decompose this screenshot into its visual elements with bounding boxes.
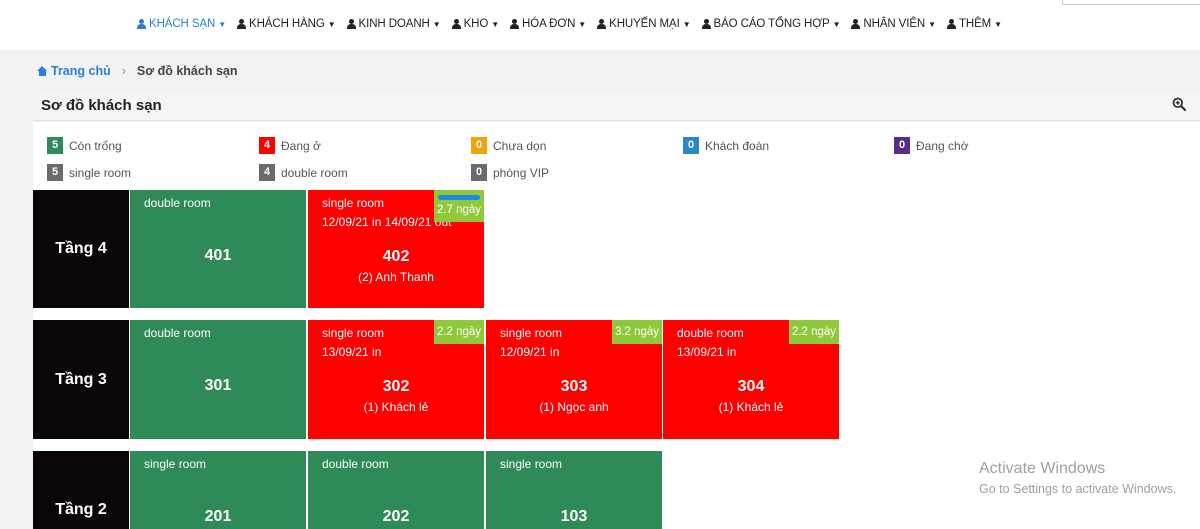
nav-item-khach-hang[interactable]: KHÁCH HÀNG ▼ — [237, 18, 336, 30]
legend-count: 4 — [259, 137, 275, 154]
room-card[interactable]: double room 301 — [130, 320, 306, 439]
room-number: 201 — [204, 508, 232, 525]
room-card[interactable]: double room 13/09/21 in 304 (1) Khách lẻ… — [663, 320, 839, 439]
room-type: double room — [677, 326, 744, 340]
top-navbar: KHÁCH SẠN ▼ KHÁCH HÀNG ▼ KINH DOANH ▼ KHO ▼ … — [0, 0, 1200, 50]
stay-duration-badge: 3.2 ngày — [612, 320, 662, 344]
legend-count: 4 — [259, 164, 275, 181]
stay-duration-badge: 2.2 ngày — [434, 320, 484, 344]
chevron-down-icon: ▼ — [432, 19, 441, 29]
chevron-down-icon: ▼ — [327, 19, 336, 29]
user-icon — [946, 19, 956, 29]
top-right-dropdown — [1062, 0, 1200, 5]
room-card[interactable]: single room 103 — [486, 451, 662, 529]
legend-vacant[interactable]: 5 Còn trống — [47, 137, 122, 154]
legend-not-cleaned[interactable]: 0 Chưa dọn — [471, 137, 546, 154]
room-card[interactable]: double room 401 — [130, 190, 306, 308]
room-number: 303 — [560, 378, 588, 395]
legend-double-room[interactable]: 4 double room — [259, 164, 348, 181]
user-icon — [701, 19, 711, 29]
chevron-down-icon: ▼ — [994, 19, 1002, 29]
room-card[interactable]: double room 202 — [308, 451, 484, 529]
room-card[interactable]: single room 13/09/21 in 302 (1) Khách lẻ… — [308, 320, 484, 439]
nav-item-khuyen-mai[interactable]: KHUYẾN MẠI ▼ — [597, 18, 691, 30]
room-dates: 12/09/21 in — [500, 345, 560, 359]
room-dates: 13/09/21 in — [677, 345, 737, 359]
nav-item-them[interactable]: THÊM ▼ — [946, 18, 1002, 30]
room-type: single room — [322, 196, 385, 210]
legend-count: 5 — [47, 137, 63, 154]
room-dates: 12/09/21 in 14/09/21 out — [322, 215, 452, 229]
user-icon — [237, 19, 247, 29]
nav-item-kho[interactable]: KHO ▼ — [451, 18, 500, 30]
chevron-down-icon: ▼ — [832, 19, 841, 29]
stay-duration-badge: 2.2 ngày — [789, 320, 839, 344]
panel-header: Sơ đồ khách sạn — [33, 91, 1200, 121]
room-type: single room — [500, 326, 563, 340]
room-type: double room — [322, 457, 389, 471]
user-icon — [597, 19, 607, 29]
breadcrumb-current: Sơ đồ khách sạn — [136, 64, 238, 78]
chevron-down-icon: ▼ — [928, 19, 936, 29]
nav-item-hoa-don[interactable]: HÓA ĐƠN ▼ — [510, 18, 586, 30]
legend-count: 0 — [471, 164, 487, 181]
nav-item-nhan-vien[interactable]: NHÂN VIÊN ▼ — [851, 18, 936, 30]
room-card[interactable]: single room 201 — [130, 451, 306, 529]
stay-progress-bar — [438, 195, 480, 200]
chevron-down-icon: ▼ — [218, 19, 227, 29]
legend-occupied[interactable]: 4 Đang ở — [259, 137, 321, 154]
stay-duration-badge: 2.7 ngày — [434, 190, 484, 222]
room-number: 302 — [382, 378, 410, 395]
room-number: 301 — [204, 377, 232, 394]
room-guest: (2) Anh Thanh — [358, 270, 434, 284]
user-icon — [346, 19, 356, 29]
main-menu: KHÁCH SẠN ▼ KHÁCH HÀNG ▼ KINH DOANH ▼ KHO ▼ … — [137, 18, 1013, 30]
legend-waiting[interactable]: 0 Đang chờ — [894, 137, 969, 154]
legend-count: 0 — [471, 137, 487, 154]
chevron-down-icon: ▼ — [491, 19, 500, 29]
user-icon — [137, 19, 146, 29]
floor-label: Tầng 4 — [33, 190, 129, 308]
activate-windows-watermark: Activate Windows Go to Settings to activ… — [979, 460, 1177, 496]
chevron-down-icon: ▼ — [578, 19, 587, 29]
room-number: 202 — [382, 508, 410, 525]
breadcrumb-separator: › — [121, 64, 126, 78]
room-guest: (1) Khách lẻ — [718, 400, 784, 414]
breadcrumb: Trang chủ › Sơ đồ khách sạn — [37, 64, 238, 78]
zoom-in-icon[interactable] — [1172, 97, 1186, 111]
legend-group-guest[interactable]: 0 Khách đoàn — [683, 137, 769, 154]
nav-item-khach-san[interactable]: KHÁCH SẠN ▼ — [137, 18, 226, 30]
legend-single-room[interactable]: 5 single room — [47, 164, 131, 181]
floor-label: Tầng 2 — [33, 451, 129, 529]
legend-vip-room[interactable]: 0 phòng VIP — [471, 164, 549, 181]
page-title: Sơ đồ khách sạn — [41, 97, 162, 114]
room-dates: 13/09/21 in — [322, 345, 382, 359]
room-guest: (1) Khách lẻ — [363, 400, 429, 414]
user-icon — [451, 19, 461, 29]
nav-item-bao-cao[interactable]: BÁO CÁO TỔNG HỢP ▼ — [701, 18, 841, 30]
room-number: 402 — [382, 248, 410, 265]
breadcrumb-home[interactable]: Trang chủ — [37, 64, 111, 78]
user-icon — [510, 19, 520, 29]
legend-count: 0 — [894, 137, 910, 154]
room-type: double room — [144, 326, 211, 340]
room-guest: (1) Ngọc anh — [539, 400, 609, 414]
room-type: single room — [322, 326, 385, 340]
user-icon — [851, 19, 861, 29]
room-type: single room — [500, 457, 563, 471]
room-type: double room — [144, 196, 211, 210]
floor-label: Tầng 3 — [33, 320, 129, 439]
legend-count: 5 — [47, 164, 63, 181]
nav-item-kinh-doanh[interactable]: KINH DOANH ▼ — [346, 18, 441, 30]
home-icon — [37, 66, 48, 76]
room-card[interactable]: single room 12/09/21 in 14/09/21 out 402… — [308, 190, 484, 308]
room-number: 401 — [204, 247, 232, 264]
room-number: 103 — [560, 508, 588, 525]
chevron-down-icon: ▼ — [682, 19, 691, 29]
room-number: 304 — [737, 378, 765, 395]
room-type: single room — [144, 457, 207, 471]
room-card[interactable]: single room 12/09/21 in 303 (1) Ngọc anh… — [486, 320, 662, 439]
legend-count: 0 — [683, 137, 699, 154]
